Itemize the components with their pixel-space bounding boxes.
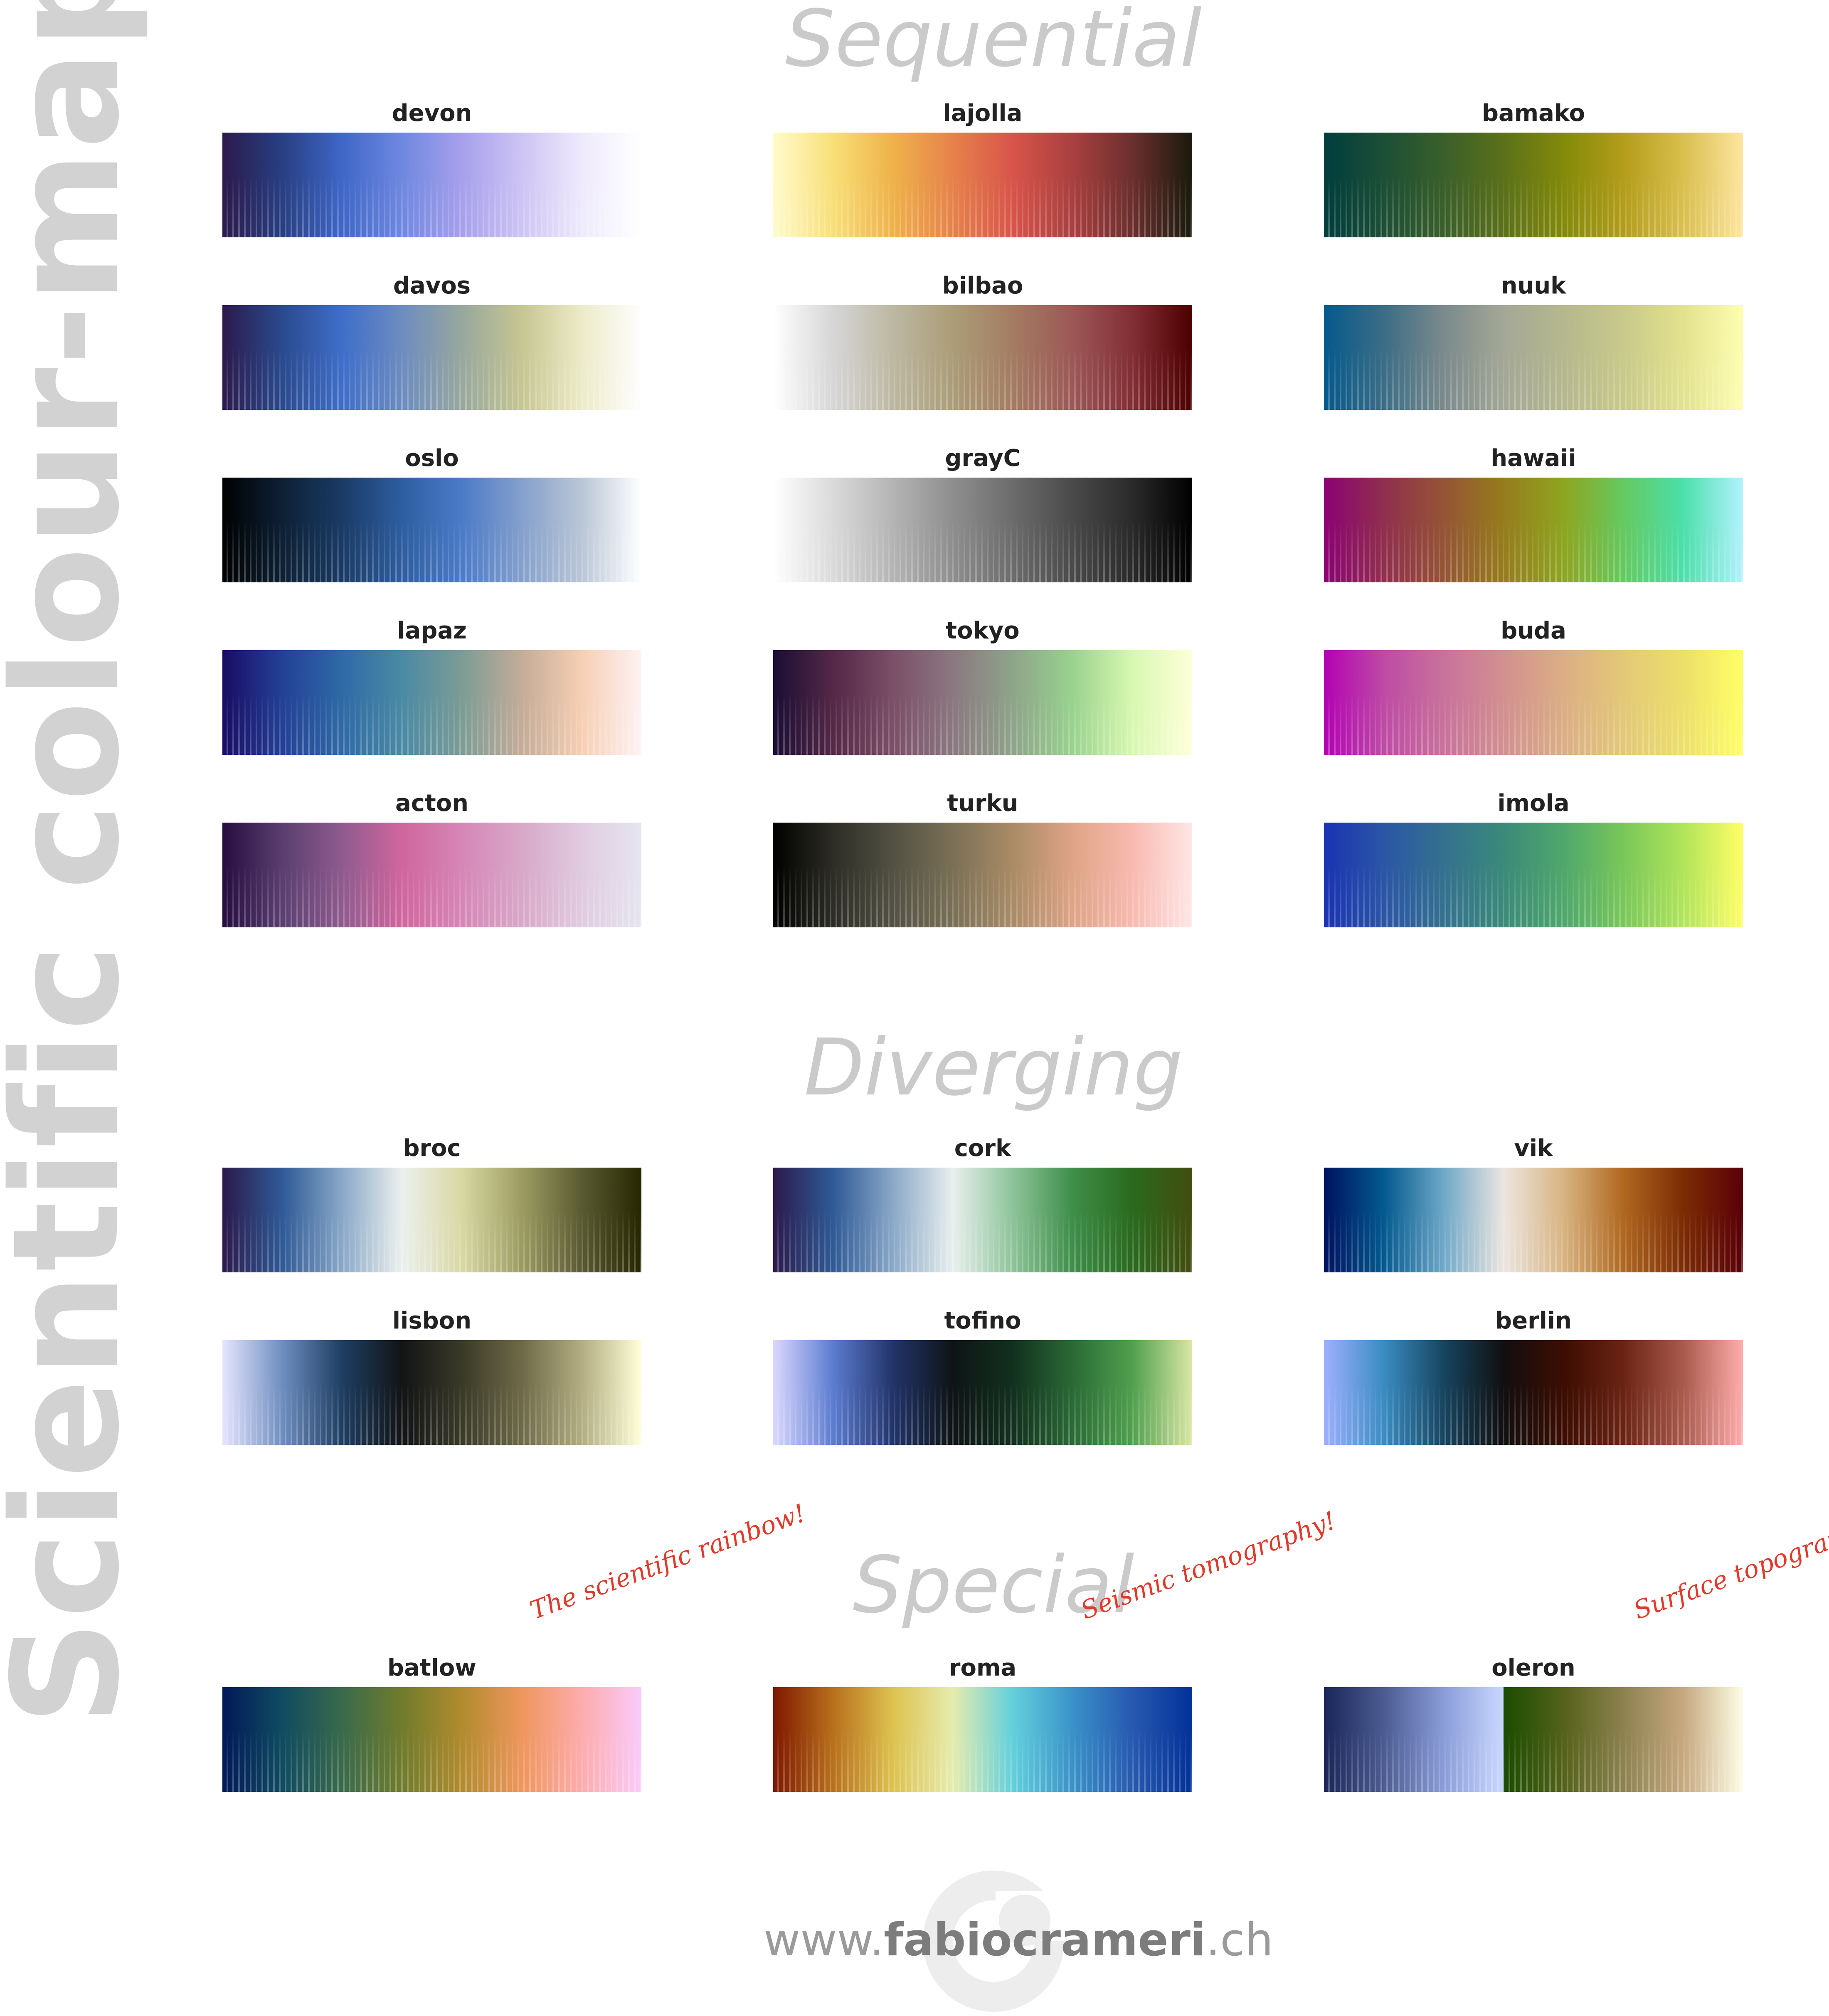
colormap-bar [1324,1168,1743,1272]
footer-url-prefix: www. [763,1914,884,1966]
colormap-bar [1324,650,1743,755]
colormap-name: vik [1514,1135,1553,1162]
colormap-bar-fade [1324,520,1743,582]
colormap-bar-fade [1324,1383,1743,1445]
crameri-logo-icon [923,1871,1068,2012]
colormap-bar [773,823,1192,927]
section-title-sequential: Sequential [785,0,1202,84]
colormap-name: lapaz [397,617,467,644]
colormap-bar-fade [773,865,1192,927]
colormap-bar [222,823,641,927]
colormap-name: acton [395,790,469,817]
colormap-name: batlow [387,1654,477,1681]
colormap-bar [1324,478,1743,582]
footer-url-suffix: .ch [1205,1914,1274,1966]
colormap-name: tofino [944,1307,1021,1334]
footer-url-name: fabiocrameri [884,1914,1206,1966]
note-oleron: Surface topography! [1630,1508,1829,1625]
colormap-name: lajolla [943,100,1023,127]
colormap-name: tokyo [946,617,1020,644]
colormap-name: cork [954,1135,1011,1162]
colormap-bar-fade [773,1210,1192,1272]
colormap-name: grayC [945,445,1020,472]
colormap-bar-fade [773,1383,1192,1445]
colormap-name: roma [949,1654,1017,1681]
colormap-name: bamako [1481,100,1585,127]
colormap-bar-fade [1324,175,1743,237]
colormap-bar-fade [1324,1730,1743,1792]
colormap-bar-fade [222,693,641,755]
colormap-bar-fade [1324,1210,1743,1272]
section-title-diverging: Diverging [804,1022,1183,1113]
colormap-bar [222,1168,641,1272]
colormap-bar-fade [222,520,641,582]
colormap-bar-fade [222,1210,641,1272]
colormap-bar [1324,1340,1743,1445]
colormap-bar-fade [222,348,641,410]
colormap-bar-fade [773,175,1192,237]
colormap-name: oleron [1491,1654,1575,1681]
colormap-name: turku [947,790,1018,817]
colormap-name: devon [392,100,472,127]
colormap-bar-fade [1324,348,1743,410]
footer-url[interactable]: www.fabiocrameri.ch [624,1914,1413,1966]
colormap-bar [1324,133,1743,237]
colormap-bar [222,133,641,237]
colormap-bar-fade [222,175,641,237]
colormap-bar [1324,1687,1743,1792]
colormap-bar-fade [1324,865,1743,927]
colormap-name: davos [393,272,471,299]
colormap-bar [773,305,1192,410]
colormap-bar [773,1687,1192,1792]
colormap-bar [773,478,1192,582]
colormap-bar [222,305,641,410]
colormap-name: nuuk [1501,272,1566,299]
colormap-name: oslo [405,445,459,472]
colormap-name: buda [1501,617,1566,644]
colormap-bar-fade [773,1730,1192,1792]
colormap-bar [1324,305,1743,410]
colormap-name: broc [403,1135,461,1162]
side-title: Scientific colour-maps [0,0,152,1726]
colormap-name: hawaii [1491,445,1576,472]
colormap-name: imola [1497,790,1570,817]
section-title-special: Special [853,1540,1134,1631]
colormap-bar-fade [1324,693,1743,755]
colormap-bar [222,1340,641,1445]
colormap-bar [773,650,1192,755]
colormap-bar-fade [773,348,1192,410]
colormap-name: bilbao [942,272,1023,299]
colormap-bar-fade [222,1730,641,1792]
colormap-bar [773,133,1192,237]
colormap-bar [773,1168,1192,1272]
colormap-bar [222,650,641,755]
colormap-bar [1324,823,1743,927]
colormap-bar-fade [222,865,641,927]
colormap-bar-fade [222,1383,641,1445]
colormap-bar-fade [773,520,1192,582]
colormap-bar-fade [773,693,1192,755]
colormap-name: berlin [1495,1307,1572,1334]
colormap-bar [773,1340,1192,1445]
colormap-name: lisbon [392,1307,472,1334]
colormap-bar [222,478,641,582]
colormap-bar [222,1687,641,1792]
